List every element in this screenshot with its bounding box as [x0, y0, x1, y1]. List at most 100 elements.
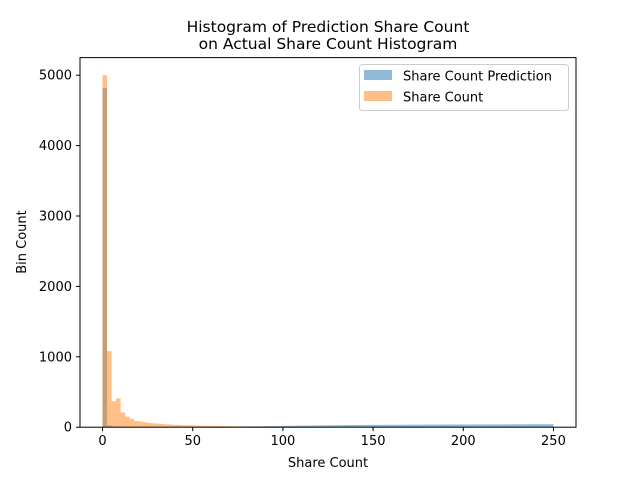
histogram-bar — [391, 424, 396, 428]
histogram-bar — [539, 424, 545, 428]
legend-label-prediction: Share Count Prediction — [403, 70, 552, 85]
histogram-bar — [521, 424, 527, 428]
histogram-bar — [318, 425, 324, 428]
histogram-bar — [197, 425, 202, 428]
histogram-bar — [179, 425, 184, 428]
histogram-bar — [364, 424, 369, 428]
legend-swatch-share-count — [364, 91, 392, 101]
y-tick-label: 0 — [64, 421, 72, 436]
histogram-bar — [377, 424, 383, 428]
histogram-bar — [328, 425, 333, 428]
legend-box — [359, 64, 569, 111]
histogram-bar — [111, 401, 117, 428]
histogram-bar — [400, 424, 405, 428]
histogram-bar — [346, 425, 351, 428]
x-axis: 0 50 100 150 200 250 — [98, 427, 566, 449]
legend: Share Count Prediction Share Count — [359, 64, 569, 111]
histogram-bar — [116, 398, 121, 428]
histogram-bar — [165, 424, 171, 428]
histogram-bar — [337, 425, 342, 428]
x-tick-label: 100 — [270, 434, 295, 449]
histogram-bar — [192, 425, 198, 428]
histogram-bar — [454, 424, 459, 428]
histogram-bar — [544, 424, 549, 428]
x-tick-label: 200 — [451, 434, 476, 449]
chart-title-line-2: on Actual Share Count Histogram — [199, 35, 458, 53]
legend-swatch-prediction — [364, 70, 392, 80]
y-tick-label: 4000 — [39, 139, 72, 154]
histogram-bar — [535, 424, 540, 428]
histogram-bar — [499, 424, 504, 428]
histogram-bar — [278, 425, 283, 428]
histogram-bar — [508, 424, 513, 428]
histogram-bar — [463, 424, 468, 428]
histogram-bar — [170, 424, 175, 428]
histogram-bar — [269, 426, 274, 428]
histogram-bar — [472, 424, 477, 428]
histogram-bar — [224, 426, 229, 428]
histogram-bar — [449, 424, 455, 428]
histogram-bar — [386, 424, 392, 428]
histogram-bar — [219, 426, 225, 428]
histogram-bar — [129, 418, 135, 428]
histogram-bar — [332, 425, 338, 428]
histogram-bar — [273, 425, 279, 428]
histogram-bar — [413, 424, 419, 428]
histogram-bar — [147, 422, 153, 428]
histogram-bar — [120, 412, 126, 428]
y-tick-label: 3000 — [39, 210, 72, 225]
histogram-bar — [431, 424, 437, 428]
x-axis-label: Share Count — [288, 456, 368, 471]
histogram-bar — [467, 424, 473, 428]
histogram-bar — [210, 425, 216, 428]
histogram-bar — [107, 351, 112, 428]
histogram-bar — [206, 425, 211, 428]
histogram-bar — [282, 425, 288, 428]
histogram-bar — [503, 424, 509, 428]
y-tick-label: 1000 — [39, 350, 72, 365]
legend-label-share-count: Share Count — [403, 91, 483, 106]
histogram-bar — [404, 424, 410, 428]
histogram-bar — [300, 425, 306, 428]
plot-area — [102, 75, 554, 428]
histogram-bar — [296, 425, 301, 428]
histogram-bar — [512, 424, 518, 428]
histogram-bar — [350, 425, 356, 428]
histogram-bar — [291, 425, 297, 428]
x-tick-label: 250 — [541, 434, 566, 449]
axes-frame — [79, 57, 577, 428]
histogram-bar — [355, 425, 360, 428]
histogram-bar — [138, 421, 144, 428]
histogram-bar — [309, 425, 315, 428]
histogram-bar — [305, 425, 310, 428]
chart-title-line-1: Histogram of Prediction Share Count — [187, 18, 470, 36]
histogram-bar — [458, 424, 464, 428]
histogram-bar — [341, 425, 347, 428]
histogram-bar — [143, 422, 148, 428]
histogram-bar — [427, 424, 432, 428]
histogram-bar — [476, 424, 482, 428]
histogram-bar — [373, 424, 378, 428]
histogram-bar — [102, 75, 108, 428]
y-tick-label: 5000 — [39, 69, 72, 84]
histogram-bar — [125, 416, 130, 428]
histogram-bar — [395, 424, 401, 428]
y-axis: 0 1000 2000 3000 4000 5000 — [39, 69, 80, 436]
histogram-bar — [287, 425, 292, 428]
histogram-bar — [494, 424, 500, 428]
y-axis-label: Bin Count — [15, 210, 30, 274]
y-tick-label: 2000 — [39, 280, 72, 295]
histogram-bar — [526, 424, 531, 428]
histogram-bar — [359, 424, 365, 428]
histogram-bar — [368, 424, 374, 428]
histogram-bar — [134, 420, 139, 428]
histogram-bar — [418, 424, 423, 428]
histogram-bar — [323, 425, 328, 428]
histogram-bar — [422, 424, 428, 428]
histogram-bar — [161, 424, 166, 428]
histogram-bar — [490, 424, 495, 428]
histogram-bar — [314, 425, 319, 428]
histogram-bar — [485, 424, 491, 428]
histogram-bar — [183, 425, 189, 428]
